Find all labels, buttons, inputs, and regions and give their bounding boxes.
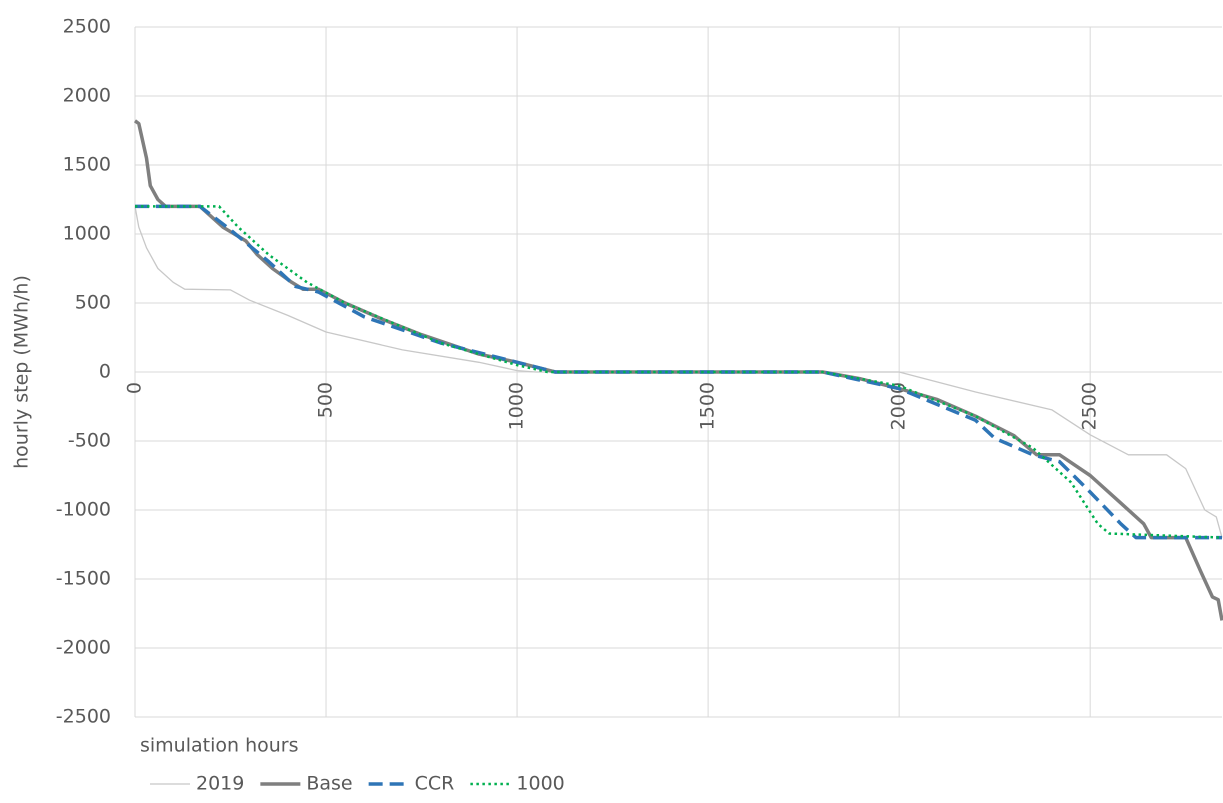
y-tick-label: -1000 bbox=[56, 499, 111, 521]
x-tick-label: 500 bbox=[315, 382, 337, 418]
y-tick-label: -2000 bbox=[56, 637, 111, 659]
y-tick-label: 0 bbox=[99, 361, 111, 383]
y-tick-label: 2500 bbox=[63, 16, 111, 38]
y-tick-label: 2000 bbox=[63, 85, 111, 107]
legend-label: 2019 bbox=[196, 773, 244, 795]
x-tick-label: 0 bbox=[124, 382, 146, 394]
series-line bbox=[133, 119, 1223, 621]
y-tick-label: 1500 bbox=[63, 154, 111, 176]
y-tick-label: -1500 bbox=[56, 568, 111, 590]
x-axis-label: simulation hours bbox=[140, 735, 299, 757]
y-tick-label: -500 bbox=[68, 430, 111, 452]
y-axis-label: hourly step (MWh/h) bbox=[11, 275, 33, 469]
x-tick-label: 2500 bbox=[1079, 382, 1101, 430]
legend-label: Base bbox=[306, 773, 352, 795]
series-line bbox=[135, 204, 1222, 540]
legend-label: CCR bbox=[415, 773, 455, 795]
y-tick-label: 500 bbox=[75, 292, 111, 314]
y-tick-label: -2500 bbox=[56, 706, 111, 728]
x-tick-label: 1500 bbox=[697, 382, 719, 430]
series-line bbox=[134, 206, 1223, 538]
legend-label: 1000 bbox=[516, 773, 564, 795]
y-tick-label: 1000 bbox=[63, 223, 111, 245]
x-tick-label: 2000 bbox=[888, 382, 910, 430]
series-line bbox=[135, 205, 1223, 539]
x-tick-label: 1000 bbox=[506, 382, 528, 430]
